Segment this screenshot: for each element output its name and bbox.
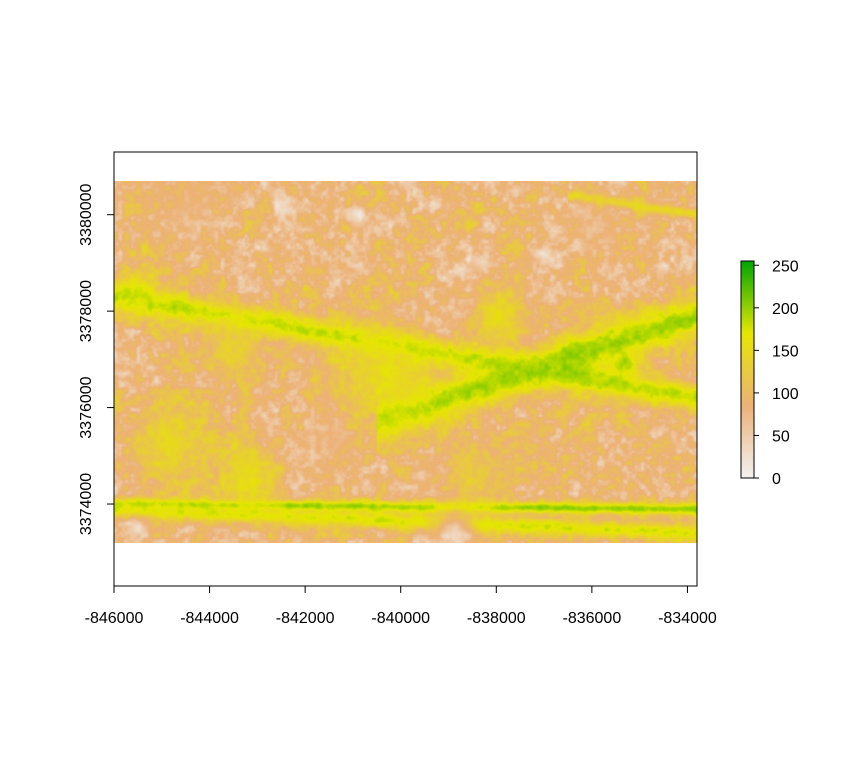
y-axis: 3374000 3376000 3378000 3380000 (78, 183, 115, 535)
y-tick-label: 3380000 (78, 183, 95, 245)
colorbar-tick-label: 250 (772, 258, 799, 275)
colorbar-ticks: 0 50 100 150 200 250 (754, 258, 799, 488)
x-tick-label: -844000 (180, 610, 239, 627)
y-tick-label: 3374000 (78, 473, 95, 535)
x-tick-label: -834000 (658, 610, 717, 627)
x-tick-label: -836000 (563, 610, 622, 627)
colorbar-tick-label: 50 (772, 428, 790, 445)
colorbar-legend: 0 50 100 150 200 250 (740, 258, 799, 488)
x-tick-label: -840000 (371, 610, 430, 627)
colorbar-tick-label: 200 (772, 301, 799, 318)
x-tick-label: -838000 (467, 610, 526, 627)
colorbar-tick-label: 100 (772, 386, 799, 403)
colorbar (740, 260, 755, 479)
x-axis: -846000 -844000 -842000 -840000 -838000 -8360… (85, 585, 717, 627)
colorbar-tick-label: 150 (772, 343, 799, 360)
y-tick-label: 3376000 (78, 376, 95, 438)
x-tick-label: -842000 (276, 610, 335, 627)
colorbar-tick-label: 0 (772, 471, 781, 488)
x-tick-label: -846000 (85, 610, 144, 627)
y-tick-label: 3378000 (78, 280, 95, 342)
raster-image (114, 181, 697, 543)
